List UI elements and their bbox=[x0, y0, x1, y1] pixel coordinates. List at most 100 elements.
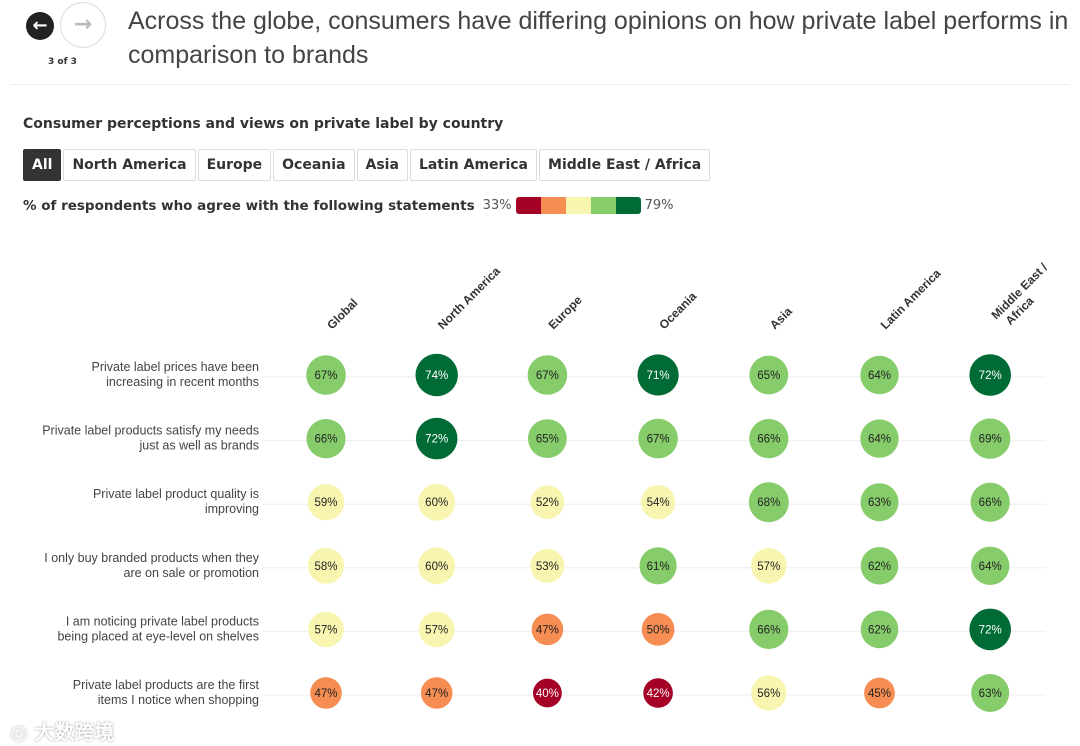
chart-title: Consumer perceptions and views on privat… bbox=[23, 116, 504, 132]
value-label: 60% bbox=[425, 561, 448, 573]
column-header: Oceania bbox=[656, 289, 699, 332]
column-header: Global bbox=[324, 296, 360, 332]
value-label: 68% bbox=[757, 497, 780, 509]
value-label: 67% bbox=[647, 434, 670, 446]
value-bubble bbox=[751, 548, 787, 584]
value-label: 63% bbox=[979, 688, 1002, 700]
value-label: 71% bbox=[647, 370, 670, 382]
tab-europe[interactable]: Europe bbox=[197, 149, 272, 181]
value-bubble bbox=[641, 613, 675, 646]
tab-oceania[interactable]: Oceania bbox=[273, 149, 355, 181]
value-bubble bbox=[970, 418, 1011, 459]
row-label: being placed at eye-level on shelves bbox=[57, 629, 259, 643]
value-label: 50% bbox=[647, 624, 670, 636]
value-label: 72% bbox=[979, 370, 1002, 382]
divider bbox=[10, 84, 1070, 85]
value-label: 65% bbox=[536, 434, 559, 446]
tab-middle-east-africa[interactable]: Middle East / Africa bbox=[539, 149, 711, 181]
value-label: 67% bbox=[536, 370, 559, 382]
value-bubble bbox=[528, 419, 567, 458]
value-label: 56% bbox=[757, 688, 780, 700]
value-label: 57% bbox=[757, 561, 780, 573]
value-bubble bbox=[860, 355, 899, 395]
value-label: 40% bbox=[536, 688, 559, 700]
value-label: 66% bbox=[314, 434, 337, 446]
value-label: 47% bbox=[314, 688, 337, 700]
value-label: 63% bbox=[868, 497, 891, 509]
value-label: 54% bbox=[647, 497, 670, 509]
tab-asia[interactable]: Asia bbox=[356, 149, 408, 181]
value-label: 53% bbox=[536, 561, 559, 573]
value-bubble bbox=[420, 677, 453, 709]
region-filter-tabs: All North America Europe Oceania Asia Latin A… bbox=[23, 149, 711, 181]
row-label: just as well as brands bbox=[138, 439, 259, 453]
legend-label: % of respondents who agree with the foll… bbox=[23, 197, 475, 214]
value-bubble bbox=[531, 613, 564, 646]
legend-swatch bbox=[565, 197, 591, 214]
value-label: 60% bbox=[425, 497, 448, 509]
value-label: 52% bbox=[536, 497, 559, 509]
value-bubble bbox=[530, 548, 565, 583]
value-bubble bbox=[643, 678, 673, 708]
value-label: 74% bbox=[425, 370, 448, 382]
value-bubble bbox=[306, 355, 346, 395]
page-title: Across the globe, consumers have differi… bbox=[128, 7, 1069, 69]
value-bubble bbox=[971, 546, 1010, 585]
value-bubble bbox=[306, 419, 346, 459]
column-header: Europe bbox=[546, 293, 585, 332]
value-label: 64% bbox=[868, 370, 891, 382]
value-label: 47% bbox=[425, 688, 448, 700]
value-label: 66% bbox=[757, 624, 780, 636]
value-bubble bbox=[971, 674, 1010, 712]
legend-min: 33% bbox=[482, 198, 512, 213]
row-label: I am noticing private label products bbox=[66, 614, 259, 628]
value-bubble bbox=[749, 609, 789, 650]
tab-latin-america[interactable]: Latin America bbox=[409, 149, 538, 181]
value-bubble bbox=[310, 677, 342, 709]
value-label: 47% bbox=[536, 624, 559, 636]
value-label: 61% bbox=[647, 561, 670, 573]
row-label: Private label prices have been bbox=[92, 360, 260, 374]
legend-swatch bbox=[540, 197, 566, 214]
row-label: increasing in recent months bbox=[106, 375, 259, 389]
value-bubble bbox=[638, 418, 678, 459]
value-bubble bbox=[748, 482, 789, 523]
legend-max: 79% bbox=[644, 198, 674, 213]
value-label: 65% bbox=[757, 370, 780, 382]
prev-button[interactable]: ← bbox=[26, 12, 54, 40]
value-bubble bbox=[308, 547, 344, 584]
watermark-logo: ◎ 大数跨境 bbox=[10, 720, 115, 744]
value-label: 59% bbox=[314, 497, 337, 509]
row-label: Private label products are the first bbox=[73, 678, 260, 692]
value-label: 45% bbox=[868, 688, 891, 700]
page-indicator: 3 of 3 bbox=[48, 57, 77, 67]
value-label: 62% bbox=[868, 624, 891, 636]
value-bubble bbox=[749, 355, 789, 395]
value-label: 66% bbox=[757, 434, 780, 446]
value-label: 66% bbox=[979, 497, 1002, 509]
next-button[interactable]: → bbox=[60, 2, 106, 48]
value-bubble bbox=[307, 484, 345, 521]
column-header: Asia bbox=[767, 304, 795, 332]
tab-north-america[interactable]: North America bbox=[63, 149, 196, 181]
value-label: 58% bbox=[314, 561, 337, 573]
value-label: 64% bbox=[979, 561, 1002, 573]
value-label: 72% bbox=[425, 434, 448, 446]
value-bubble bbox=[969, 608, 1011, 651]
value-bubble bbox=[749, 419, 789, 459]
row-label: Private label product quality is bbox=[93, 487, 259, 501]
row-label: improving bbox=[205, 502, 259, 516]
tab-all[interactable]: All bbox=[23, 149, 62, 181]
value-bubble bbox=[530, 485, 565, 519]
arrow-left-icon: ← bbox=[32, 15, 48, 36]
row-label: are on sale or promotion bbox=[124, 566, 260, 580]
value-label: 62% bbox=[868, 561, 891, 573]
value-bubble bbox=[860, 419, 899, 458]
value-bubble bbox=[415, 417, 458, 460]
value-bubble bbox=[415, 353, 458, 397]
value-bubble bbox=[751, 675, 787, 711]
value-label: 42% bbox=[647, 688, 670, 700]
legend-color-ramp bbox=[515, 197, 641, 214]
value-bubble bbox=[860, 610, 899, 649]
